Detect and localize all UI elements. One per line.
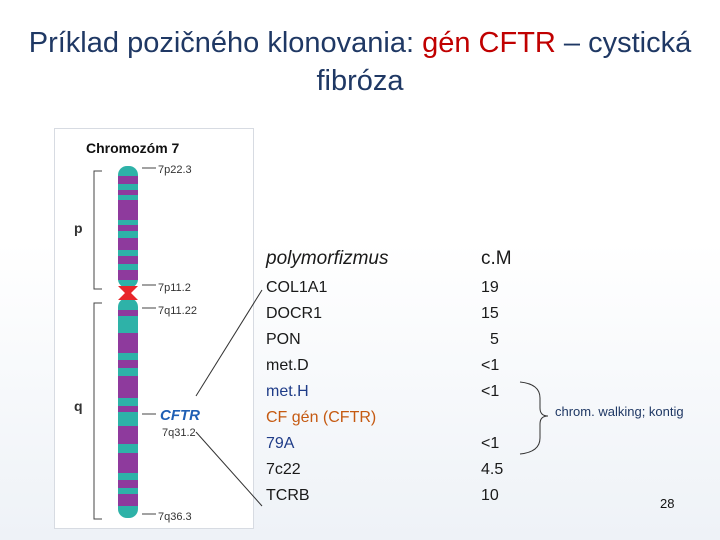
marker-cell: met.H xyxy=(266,383,309,400)
chromosome-heading: Chromozóm 7 xyxy=(86,140,180,156)
cm-cell: 19 xyxy=(481,279,499,296)
marker-cell: DOCR1 xyxy=(266,305,323,322)
cm-cell: 5 xyxy=(490,331,499,348)
band-label-7q11-22: 7q11.22 xyxy=(158,305,197,317)
q-arm-bracket xyxy=(93,302,102,520)
cm-cell: <1 xyxy=(481,435,500,452)
col-header-polymorphism: polymorfizmus xyxy=(266,248,389,269)
cm-cell: 4.5 xyxy=(481,461,504,478)
slide-title: Príklad pozičného klonovania: gén CFTR –… xyxy=(0,24,720,100)
cm-cell: <1 xyxy=(481,357,500,374)
cm-cell: <1 xyxy=(481,383,500,400)
band-label-7q36-3: 7q36.3 xyxy=(158,511,192,523)
title-text-rest: – cystická fibróza xyxy=(316,27,692,97)
col-header-cm: c.M xyxy=(481,248,512,269)
marker-cell: 7c22 xyxy=(266,461,301,478)
marker-cell-cftr: CF gén (CFTR) xyxy=(266,409,377,426)
centromere xyxy=(118,286,138,300)
band-label-7p11-2: 7p11.2 xyxy=(158,282,191,294)
title-text: Príklad pozičného klonovania: xyxy=(28,27,423,59)
chromosome-body xyxy=(118,166,138,518)
marker-cell: COL1A1 xyxy=(266,279,328,296)
arm-q-label: q xyxy=(74,398,83,414)
chromosome-diagram: p q 7p22.3 7p11.2 7q11.22 CFTR 7q31.2 7 xyxy=(74,164,200,523)
page-number: 28 xyxy=(660,496,675,511)
band-label-7q31-2: 7q31.2 xyxy=(162,427,196,439)
band-label-7p22-3: 7p22.3 xyxy=(158,164,192,176)
cftr-gene-label: CFTR xyxy=(160,407,200,424)
title-gene-highlight: gén CFTR xyxy=(422,27,556,59)
marker-cell: 79A xyxy=(266,435,295,452)
p-arm-bracket xyxy=(93,170,102,290)
marker-cell: TCRB xyxy=(266,487,310,504)
walking-brace xyxy=(519,381,549,455)
cm-cell: 10 xyxy=(481,487,499,504)
cm-cell: 15 xyxy=(481,305,499,322)
marker-cell: met.D xyxy=(266,357,309,374)
marker-cell: PON xyxy=(266,331,301,348)
chromosome-walking-note: chrom. walking; kontig xyxy=(555,404,684,419)
arm-p-label: p xyxy=(74,220,83,236)
chromosome-figure xyxy=(54,128,254,529)
